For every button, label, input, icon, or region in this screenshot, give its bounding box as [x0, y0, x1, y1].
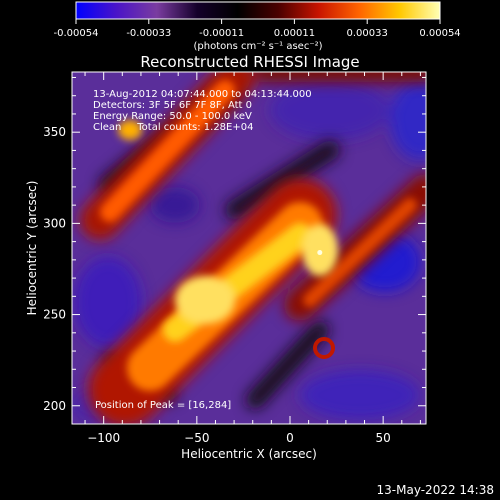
annotation-line: Detectors: 3F 5F 6F 7F 8F, Att 0 — [93, 100, 252, 111]
y-tick-label: 200 — [43, 399, 66, 413]
timestamp: 13-May-2022 14:38 — [377, 483, 494, 497]
annotation-line: Energy Range: 50.0 - 100.0 keV — [93, 111, 252, 122]
colorbar: -0.00054 -0.00033 -0.00011 0.00011 0.000… — [54, 1, 461, 52]
y-tick-label: 300 — [43, 216, 66, 230]
colorbar-tick-label: 0.00054 — [419, 28, 460, 39]
colorbar-frame — [75, 1, 441, 20]
colorbar-unit-label: (photons cm⁻² s⁻¹ asec⁻²) — [193, 41, 322, 52]
colorbar-tick-label: -0.00033 — [126, 28, 171, 39]
x-tick-label: 50 — [376, 431, 391, 445]
chart-title: Reconstructed RHESSI Image — [140, 53, 359, 71]
emission-ridges — [80, 72, 426, 424]
small-loop-feature — [313, 337, 335, 359]
observation-info: 13-Aug-2012 04:07:44.000 to 04:13:44.000… — [93, 89, 312, 133]
x-tick-label: 0 — [286, 431, 294, 445]
y-axis: 200 250 300 350 — [43, 76, 426, 425]
colorbar-tick-label: 0.00011 — [274, 28, 315, 39]
colorbar-ticks — [75, 19, 441, 24]
x-tick-label: −100 — [87, 431, 120, 445]
x-axis: −100 −50 0 50 — [84, 72, 421, 445]
peak-marker — [317, 250, 323, 256]
y-tick-label: 350 — [43, 125, 66, 139]
plot-frame — [71, 71, 427, 425]
y-tick-label: 250 — [43, 308, 66, 322]
colorbar-tick-label: -0.00054 — [54, 28, 99, 39]
colorbar-tick-label: 0.00033 — [347, 28, 388, 39]
peak-position-label: Position of Peak = [16,284] — [95, 400, 231, 411]
y-axis-label: Heliocentric Y (arcsec) — [25, 181, 39, 316]
annotation-line: Clean Total counts: 1.28E+04 — [93, 122, 253, 133]
x-tick-label: −50 — [184, 431, 209, 445]
x-axis-label: Heliocentric X (arcsec) — [181, 447, 317, 461]
negative-regions — [72, 80, 426, 424]
colorbar-strip — [76, 2, 440, 19]
heatmap-image — [72, 72, 426, 424]
annotation-line: 13-Aug-2012 04:07:44.000 to 04:13:44.000 — [93, 89, 312, 100]
colorbar-tick-label: -0.00011 — [199, 28, 244, 39]
